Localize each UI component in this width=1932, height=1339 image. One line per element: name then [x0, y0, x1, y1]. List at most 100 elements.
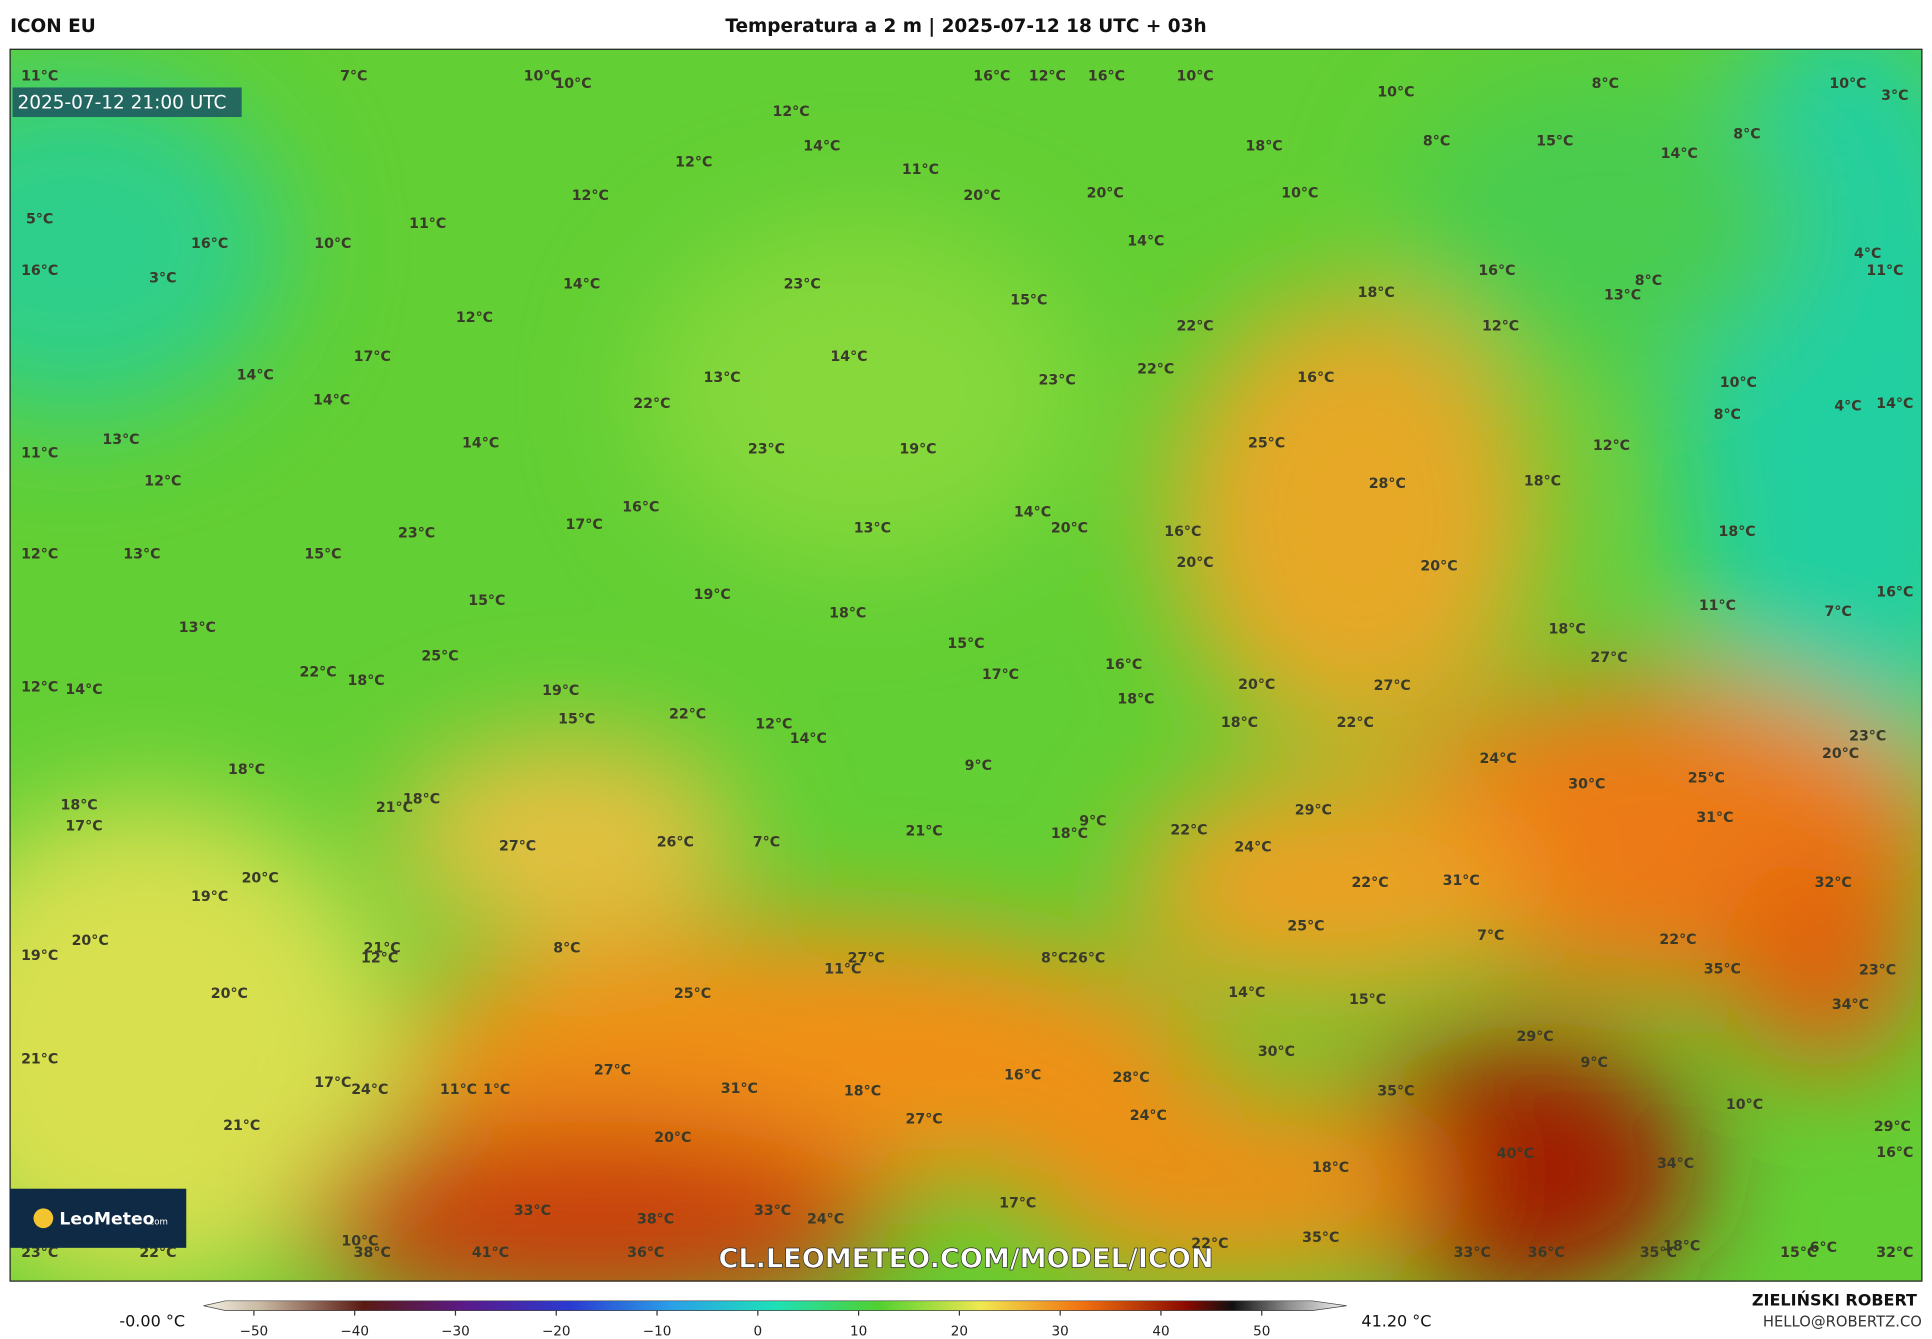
temperature-label: 27°C: [1374, 678, 1411, 694]
temperature-label: 35°C: [1640, 1245, 1677, 1261]
temperature-label: 31°C: [1696, 810, 1733, 826]
temperature-label: 31°C: [1443, 873, 1480, 889]
temperature-label: 13°C: [1604, 288, 1641, 304]
temperature-label: 27°C: [1590, 650, 1627, 666]
temperature-label: 18°C: [1117, 692, 1154, 708]
temperature-label: 14°C: [1014, 504, 1051, 520]
temperature-label: 13°C: [123, 546, 160, 562]
watermark: CL.LEOMETEO.COM/MODEL/ICON: [718, 1244, 1213, 1275]
temperature-label: 12°C: [21, 546, 58, 562]
temperature-label: 24°C: [1130, 1108, 1167, 1124]
temperature-label: 14°C: [563, 277, 600, 293]
temperature-label: 33°C: [514, 1203, 551, 1219]
temperature-label: 22°C: [1170, 822, 1207, 838]
logo-sun: [33, 1208, 54, 1229]
temperature-label: 12°C: [144, 474, 181, 490]
temperature-label: 40°C: [1497, 1146, 1534, 1162]
temperature-label: 18°C: [348, 673, 385, 689]
temperature-label: 20°C: [1822, 746, 1859, 762]
temperature-label: 20°C: [211, 986, 248, 1002]
temperature-label: 20°C: [1177, 555, 1214, 571]
colorbar-tick-label: 0: [754, 1323, 763, 1339]
temperature-label: 18°C: [1358, 285, 1395, 301]
temperature-label: 34°C: [1657, 1156, 1694, 1172]
temperature-label: 16°C: [21, 263, 58, 279]
temperature-label: 10°C: [524, 68, 561, 84]
temperature-label: 25°C: [421, 649, 458, 665]
temperature-label: 28°C: [1112, 1070, 1149, 1086]
temperature-label: 16°C: [1478, 263, 1515, 279]
temperature-label: 16°C: [973, 68, 1010, 84]
temperature-label: 26°C: [657, 835, 694, 851]
temperature-label: 11°C: [1699, 598, 1736, 614]
temperature-label: 20°C: [242, 870, 279, 886]
temperature-label: 10°C: [1281, 185, 1318, 201]
temperature-label: 18°C: [1663, 1239, 1700, 1255]
temperature-label: 4°C: [1854, 246, 1881, 262]
temperature-label: 20°C: [1051, 520, 1088, 536]
temperature-label: 19°C: [899, 442, 936, 458]
colorbar-max: 41.20 °C: [1361, 1312, 1431, 1331]
temperature-label: 18°C: [60, 798, 97, 814]
temperature-label: 17°C: [314, 1075, 351, 1091]
temperature-label: 13°C: [854, 520, 891, 536]
temperature-label: 14°C: [237, 368, 274, 384]
temperature-label: 18°C: [829, 605, 866, 621]
temperature-label: 30°C: [1258, 1044, 1295, 1060]
temperature-label: 20°C: [1087, 185, 1124, 201]
temperature-label: 23°C: [784, 277, 821, 293]
temperature-label: 21°C: [376, 800, 413, 816]
colorbar-tick-label: −10: [643, 1323, 672, 1339]
temperature-label: 38°C: [354, 1245, 391, 1261]
temperature-label: 6°C: [1810, 1240, 1837, 1256]
temperature-label: 15°C: [304, 546, 341, 562]
temperature-label: 35°C: [1377, 1083, 1414, 1099]
temperature-label: 12°C: [1482, 318, 1519, 334]
temperature-label: 7°C: [1477, 928, 1504, 944]
temperature-label: 18°C: [403, 791, 440, 807]
temperature-label: 18°C: [228, 762, 265, 778]
temperature-label: 18°C: [1549, 621, 1586, 637]
temperature-label: 34°C: [1832, 997, 1869, 1013]
temperature-label: 36°C: [627, 1245, 664, 1261]
colorbar-min: -0.00 °C: [119, 1312, 185, 1331]
temperature-label: 8°C: [1041, 950, 1068, 966]
temperature-label: 16°C: [1088, 68, 1125, 84]
temperature-label: 12°C: [1593, 438, 1630, 454]
temperature-label: 14°C: [1228, 985, 1265, 1001]
temperature-label: 10°C: [314, 236, 351, 252]
temperature-label: 24°C: [351, 1082, 388, 1098]
temperature-label: 21°C: [223, 1118, 260, 1134]
temperature-label: 18°C: [844, 1083, 881, 1099]
contact: HELLO@ROBERTZ.CO: [1763, 1314, 1922, 1331]
temperature-label: 3°C: [149, 270, 176, 286]
temperature-label: 19°C: [191, 889, 228, 905]
temperature-label: 28°C: [1369, 476, 1406, 492]
temperature-label: 10°C: [1829, 76, 1866, 92]
temperature-label: 17°C: [65, 819, 102, 835]
temperature-label: 14°C: [313, 392, 350, 408]
temperature-label: 24°C: [1480, 751, 1517, 767]
temperature-label: 5°C: [26, 211, 53, 227]
temperature-label: 22°C: [1659, 932, 1696, 948]
temperature-label: 20°C: [1420, 559, 1457, 575]
temperature-label: 23°C: [748, 442, 785, 458]
temperature-label: 22°C: [139, 1245, 176, 1261]
temperature-label: 12°C: [675, 155, 712, 171]
temperature-label: 22°C: [1191, 1236, 1228, 1252]
map-title: Temperatura a 2 m | 2025-07-12 18 UTC + …: [725, 16, 1206, 37]
colorbar-tick-label: −50: [240, 1323, 269, 1339]
valid-time: 2025-07-12 21:00 UTC: [17, 92, 226, 113]
temperature-label: 27°C: [906, 1112, 943, 1128]
temperature-label: 12°C: [456, 310, 493, 326]
temperature-label: 16°C: [1105, 657, 1142, 673]
author: ZIELIŃSKI ROBERT: [1752, 1291, 1917, 1310]
temperature-label: 15°C: [468, 593, 505, 609]
colorbar-tick-label: 40: [1152, 1323, 1169, 1339]
temperature-label: 11°C: [409, 216, 446, 232]
temperature-label: 17°C: [999, 1195, 1036, 1211]
temperature-label: 21°C: [21, 1051, 58, 1067]
model-name: ICON EU: [10, 16, 96, 37]
temperature-label: 10°C: [1726, 1097, 1763, 1113]
colorbar-tick-label: 10: [850, 1323, 867, 1339]
